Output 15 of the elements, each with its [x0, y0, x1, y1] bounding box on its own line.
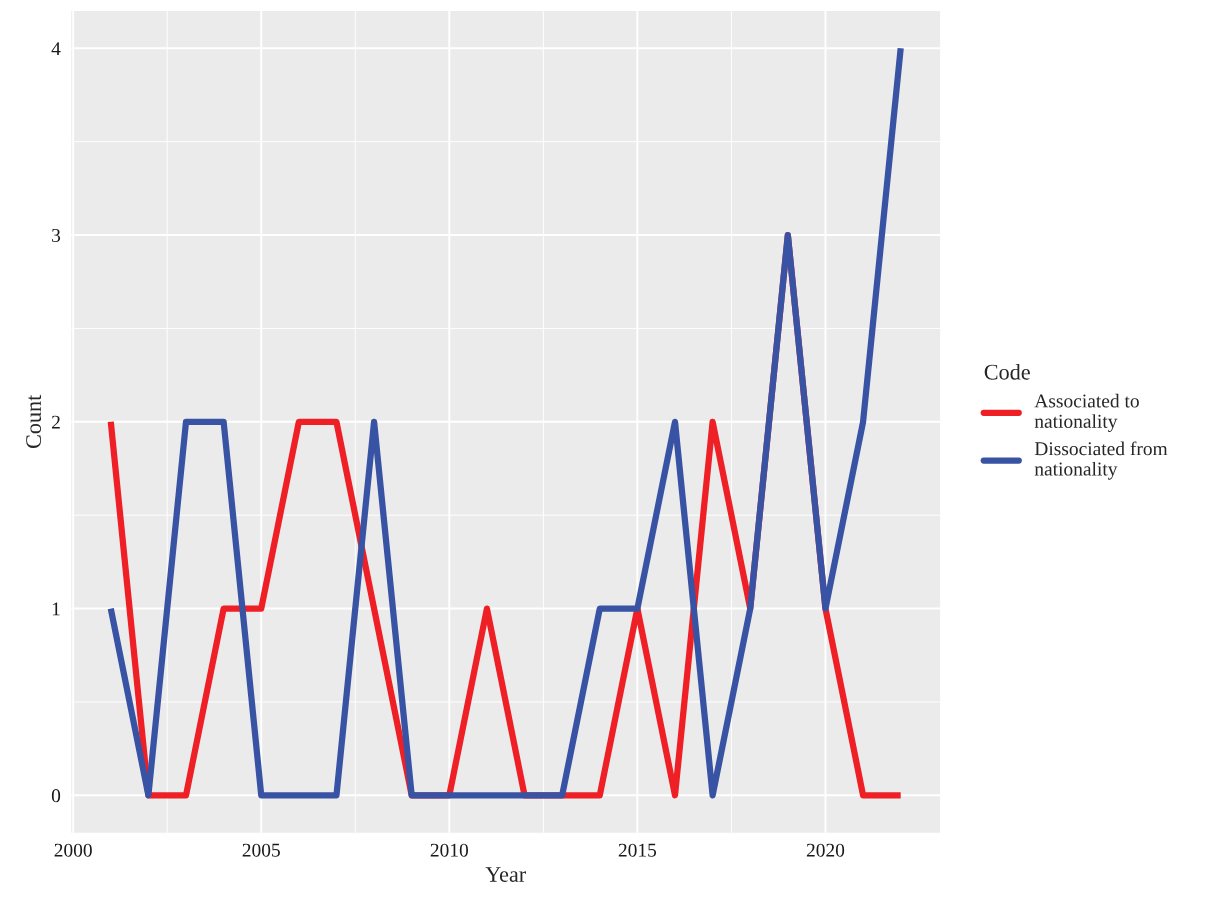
y-tick-label: 1: [52, 602, 60, 616]
y-tick-label: 3: [52, 228, 61, 242]
x-tick-label: 2015: [618, 843, 657, 857]
x-axis-title: Year: [485, 867, 527, 882]
x-tick-label: 2005: [242, 843, 280, 857]
y-axis-title: Count: [26, 394, 42, 449]
x-tick-label: 2010: [430, 843, 469, 857]
y-tick-label: 2: [52, 415, 60, 429]
legend-label: Dissociated from nationality: [1034, 441, 1168, 480]
y-tick-label: 4: [51, 42, 61, 56]
x-tick-label: 2000: [54, 843, 92, 857]
x-tick-label: 2020: [806, 843, 845, 857]
legend-title: Code: [984, 363, 1030, 380]
y-tick-label: 0: [51, 789, 61, 803]
legend-label: Associated to nationality: [1034, 393, 1139, 432]
